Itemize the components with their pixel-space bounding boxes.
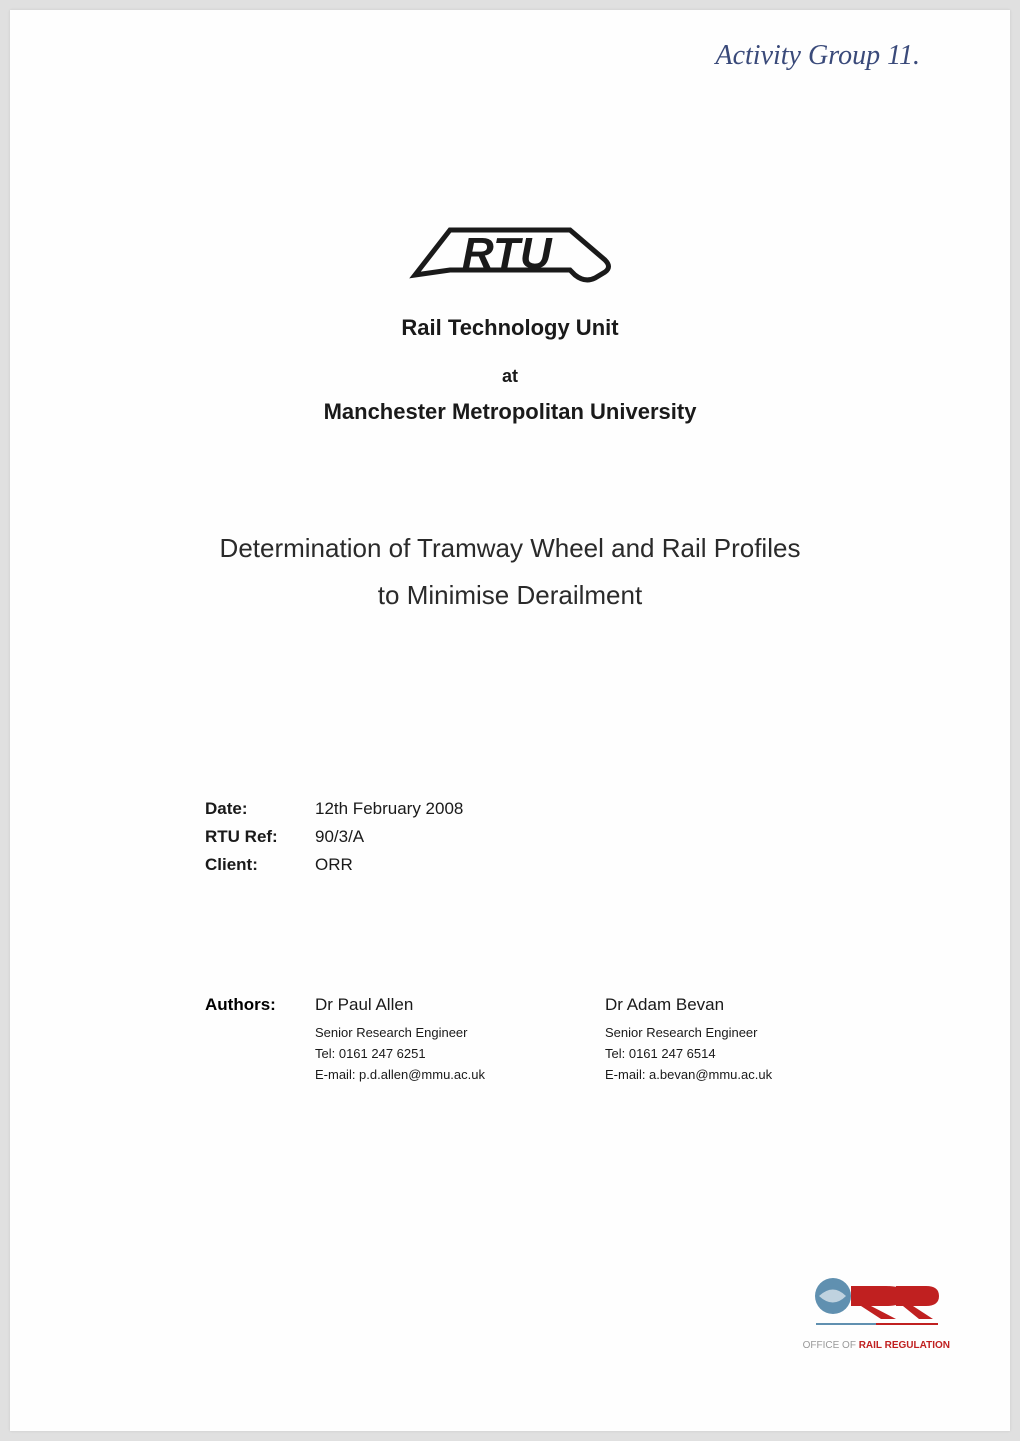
logo-section: RTU Rail Technology Unit at Manchester M… [95,200,925,425]
document-info: Date: 12th February 2008 RTU Ref: 90/3/A… [205,799,925,875]
author-2-role: Senior Research Engineer [605,1025,895,1040]
university-name: Manchester Metropolitan University [95,399,925,425]
authors-section: Authors: Dr Paul Allen Senior Research E… [205,995,925,1088]
author-2-email: E-mail: a.bevan@mmu.ac.uk [605,1067,895,1082]
author-2-tel: Tel: 0161 247 6514 [605,1046,895,1061]
orr-logo: OFFICE OF RAIL REGULATION [803,1271,950,1351]
document-page: Activity Group 11. RTU Rail Technology U… [10,10,1010,1431]
author-1-tel: Tel: 0161 247 6251 [315,1046,605,1061]
orr-rail-text: RAIL REGULATION [859,1340,950,1351]
author-2: Dr Adam Bevan Senior Research Engineer T… [605,995,895,1088]
date-value: 12th February 2008 [315,799,463,819]
at-text: at [95,366,925,387]
author-1-email: E-mail: p.d.allen@mmu.ac.uk [315,1067,605,1082]
info-row-date: Date: 12th February 2008 [205,799,925,819]
ref-value: 90/3/A [315,827,364,847]
handwritten-annotation: Activity Group 11. [715,40,920,72]
orr-logo-icon [811,1271,941,1331]
date-label: Date: [205,799,315,819]
authors-label: Authors: [205,995,315,1088]
author-1-role: Senior Research Engineer [315,1025,605,1040]
rtu-logo: RTU [400,200,620,300]
document-title: Determination of Tramway Wheel and Rail … [95,525,925,619]
info-row-client: Client: ORR [205,855,925,875]
author-1: Dr Paul Allen Senior Research Engineer T… [315,995,605,1088]
svg-text:RTU: RTU [462,229,553,278]
ref-label: RTU Ref: [205,827,315,847]
orr-office-text: OFFICE OF [803,1340,859,1351]
title-line-2: to Minimise Derailment [95,572,925,619]
orr-caption: OFFICE OF RAIL REGULATION [803,1340,950,1351]
client-label: Client: [205,855,315,875]
logo-caption: Rail Technology Unit [95,315,925,341]
client-value: ORR [315,855,353,875]
title-line-1: Determination of Tramway Wheel and Rail … [95,525,925,572]
author-2-name: Dr Adam Bevan [605,995,895,1015]
author-1-name: Dr Paul Allen [315,995,605,1015]
info-row-ref: RTU Ref: 90/3/A [205,827,925,847]
